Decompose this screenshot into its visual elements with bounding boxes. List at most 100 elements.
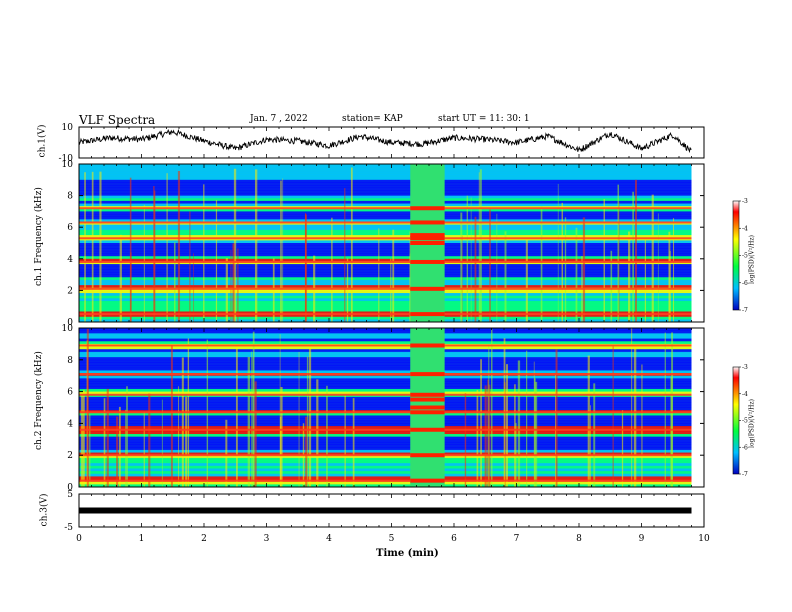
spectrogram-band — [79, 311, 692, 315]
spectrogram-streak — [305, 416, 308, 487]
ch3-ylabel: ch.3(V) — [39, 493, 50, 527]
spectrogram-band — [79, 333, 692, 337]
spectrogram-band — [79, 402, 692, 406]
spectrogram-streak — [116, 416, 119, 487]
spectrogram-streak — [525, 238, 528, 322]
spectrogram-streak — [166, 173, 168, 322]
spectrogram-band — [79, 431, 692, 435]
spectrogram-band — [79, 290, 692, 294]
spectrogram-streak — [506, 364, 508, 487]
spectrogram-band — [79, 396, 692, 400]
spectrogram-band — [79, 214, 692, 218]
spectrogram-streak — [106, 388, 109, 487]
spectrogram-band — [79, 235, 692, 239]
spectrogram-streak — [306, 356, 309, 487]
station-label: station= KAP — [342, 114, 403, 124]
spectrogram-band — [79, 365, 692, 369]
spectrogram-streak — [628, 231, 631, 322]
xtick-label: 6 — [451, 534, 457, 544]
spectrogram-streak — [193, 253, 195, 322]
spectrogram-streak — [479, 169, 482, 322]
ytick-label: 10 — [62, 160, 74, 170]
spectrogram-streak — [392, 229, 395, 322]
ytick-label: 0 — [67, 483, 73, 493]
spectrogram-streak — [491, 329, 493, 487]
spectrogram-band — [79, 174, 692, 178]
spectrogram-streak — [254, 381, 257, 487]
spectrogram-streak — [651, 194, 654, 322]
spectrogram-streak — [119, 234, 122, 322]
spectrogram-band — [79, 258, 692, 262]
ch3-series-line — [79, 507, 692, 514]
time-axis: 0 1 2 3 4 5 6 7 8 9 10 — [76, 534, 710, 544]
spectrogram-streak — [178, 386, 180, 487]
spectrogram-band — [79, 300, 692, 304]
ytick-label: 6 — [67, 223, 73, 233]
spectrogram-band — [79, 444, 692, 448]
spectrogram-streak — [476, 389, 479, 487]
spectrogram-band — [79, 314, 692, 318]
spectrogram-band — [79, 484, 692, 488]
spectrogram-streak — [641, 364, 643, 487]
spectrogram-band — [79, 476, 692, 480]
spectrogram-band — [79, 216, 692, 220]
spectrogram-band — [79, 211, 692, 215]
colorbar-2: -3 -4 -5 -6 -7 — [732, 364, 748, 478]
colorbar-tick-label: -4 — [742, 391, 748, 398]
spectrogram-streak — [344, 188, 346, 322]
spectrogram-streak — [555, 374, 556, 487]
event-line — [410, 405, 445, 410]
spectrogram-band — [79, 341, 692, 345]
spectrogram-streak — [279, 334, 281, 487]
spectrogram-band — [79, 190, 692, 194]
spectrogram-streak — [617, 184, 620, 322]
spectrogram-band — [79, 436, 692, 440]
spectrogram-streak — [298, 351, 300, 487]
spectrogram-streak — [237, 248, 239, 322]
spectrogram-band — [79, 383, 692, 387]
spectrogram-band — [79, 460, 692, 464]
spectrogram-band — [79, 279, 692, 283]
spectrogram-band — [79, 367, 692, 371]
spectrogram-streak — [225, 258, 228, 322]
event-line — [410, 397, 445, 402]
ch3-ytick-label: -5 — [64, 523, 73, 533]
spectrogram-band — [79, 171, 692, 175]
ch1-spectrogram-panel: 10 8 6 4 2 0 — [62, 160, 705, 328]
spectrogram-streak — [86, 329, 89, 487]
spectrogram-streak — [346, 258, 349, 322]
spectrogram-band — [79, 375, 692, 379]
ch1-freq-ylabel: ch.1 Frequency (kHz) — [34, 187, 44, 286]
spectrogram-band — [79, 463, 692, 467]
ch3-ytick-label: 5 — [67, 490, 73, 500]
spectrogram-band — [79, 200, 692, 204]
spectrogram-band — [79, 166, 692, 170]
spectrogram-band — [79, 330, 692, 334]
spectrogram-band — [79, 351, 692, 355]
spectrogram-streak — [280, 386, 283, 487]
spectrogram-band — [79, 447, 692, 451]
spectrogram-streak — [610, 250, 613, 322]
spectrogram-band — [79, 386, 692, 390]
spectrogram-band — [79, 338, 692, 342]
spectrogram-band — [79, 378, 692, 382]
spectrogram-band — [79, 481, 692, 485]
xtick-label: 3 — [264, 534, 270, 544]
spectrogram-streak — [153, 190, 156, 322]
spectrogram-streak — [247, 356, 251, 487]
spectrogram-band — [79, 316, 692, 320]
spectrogram-streak — [173, 242, 176, 322]
spectrogram-band — [79, 434, 692, 438]
spectrogram-band — [79, 253, 692, 257]
spectrogram-band — [79, 248, 692, 252]
spectrogram-streak — [233, 168, 237, 322]
spectrogram-streak — [478, 172, 480, 322]
spectrogram-streak — [84, 172, 86, 322]
spectrogram-line — [79, 479, 692, 482]
spectrogram-band — [79, 399, 692, 403]
spectrogram-band — [79, 357, 692, 361]
spectrogram-band — [79, 420, 692, 424]
event-line — [410, 241, 445, 245]
spectrogram-streak — [326, 385, 328, 487]
